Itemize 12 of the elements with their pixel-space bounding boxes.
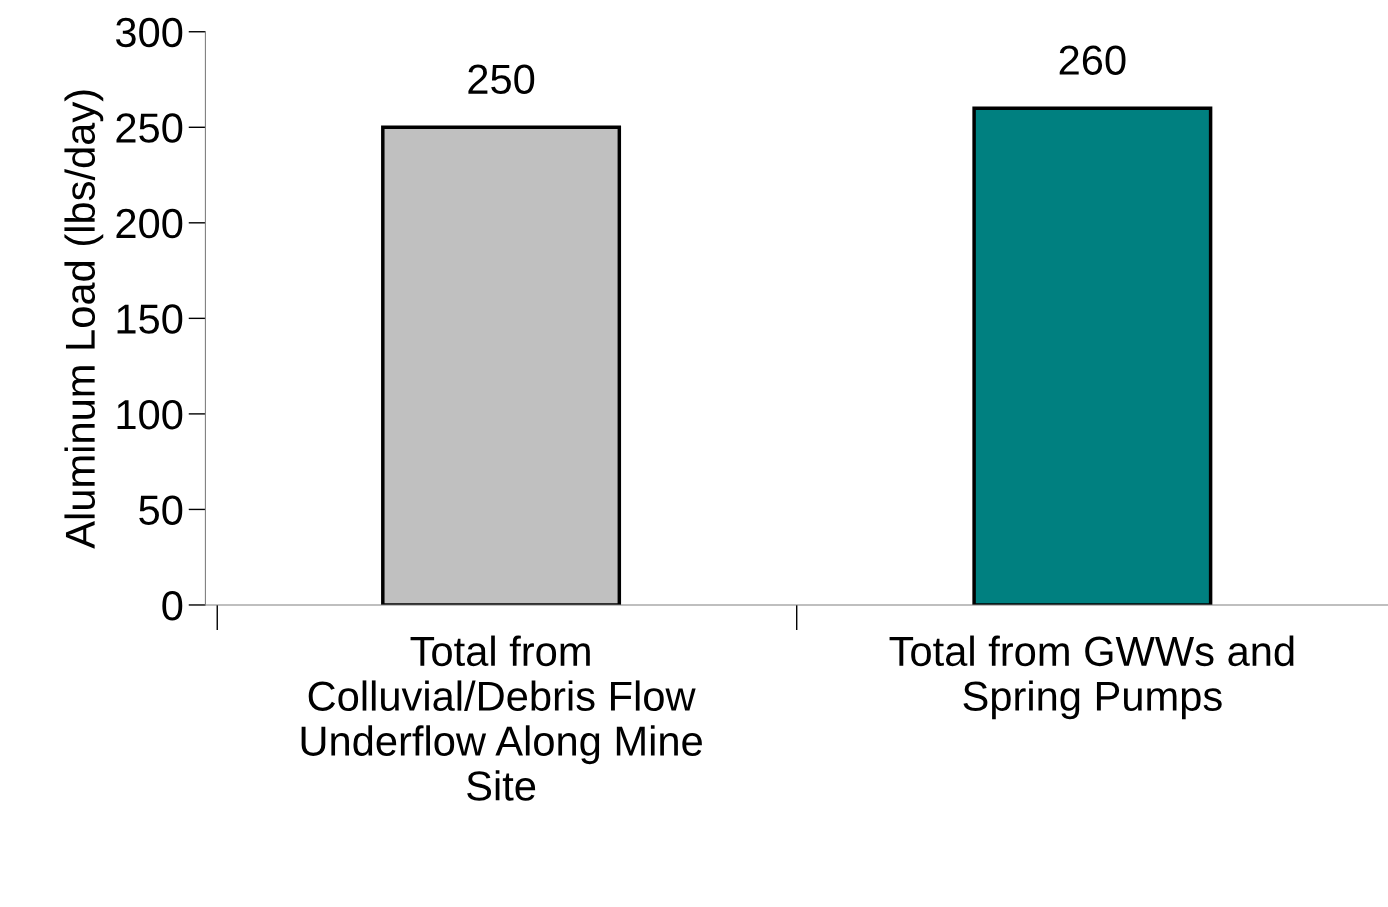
y-tick-label: 300 <box>115 17 183 48</box>
y-tick-label: 0 <box>162 590 183 621</box>
y-axis-title: Aluminum Load (lbs/day) <box>64 90 104 549</box>
y-tick-label: 250 <box>116 113 183 143</box>
data-label: 250 <box>468 64 535 95</box>
y-tick-label: 150 <box>117 304 183 334</box>
data-label: 260 <box>1059 45 1126 75</box>
y-tick-label: 100 <box>117 399 183 430</box>
y-tick-label: 50 <box>139 495 183 525</box>
x-tick-label: Total from GWWs and Spring Pumps <box>889 635 1294 720</box>
y-tick-label: 200 <box>116 208 183 239</box>
x-tick-label: Total from Colluvial/Debris Flow Underflow Along Mine Site <box>301 635 702 801</box>
